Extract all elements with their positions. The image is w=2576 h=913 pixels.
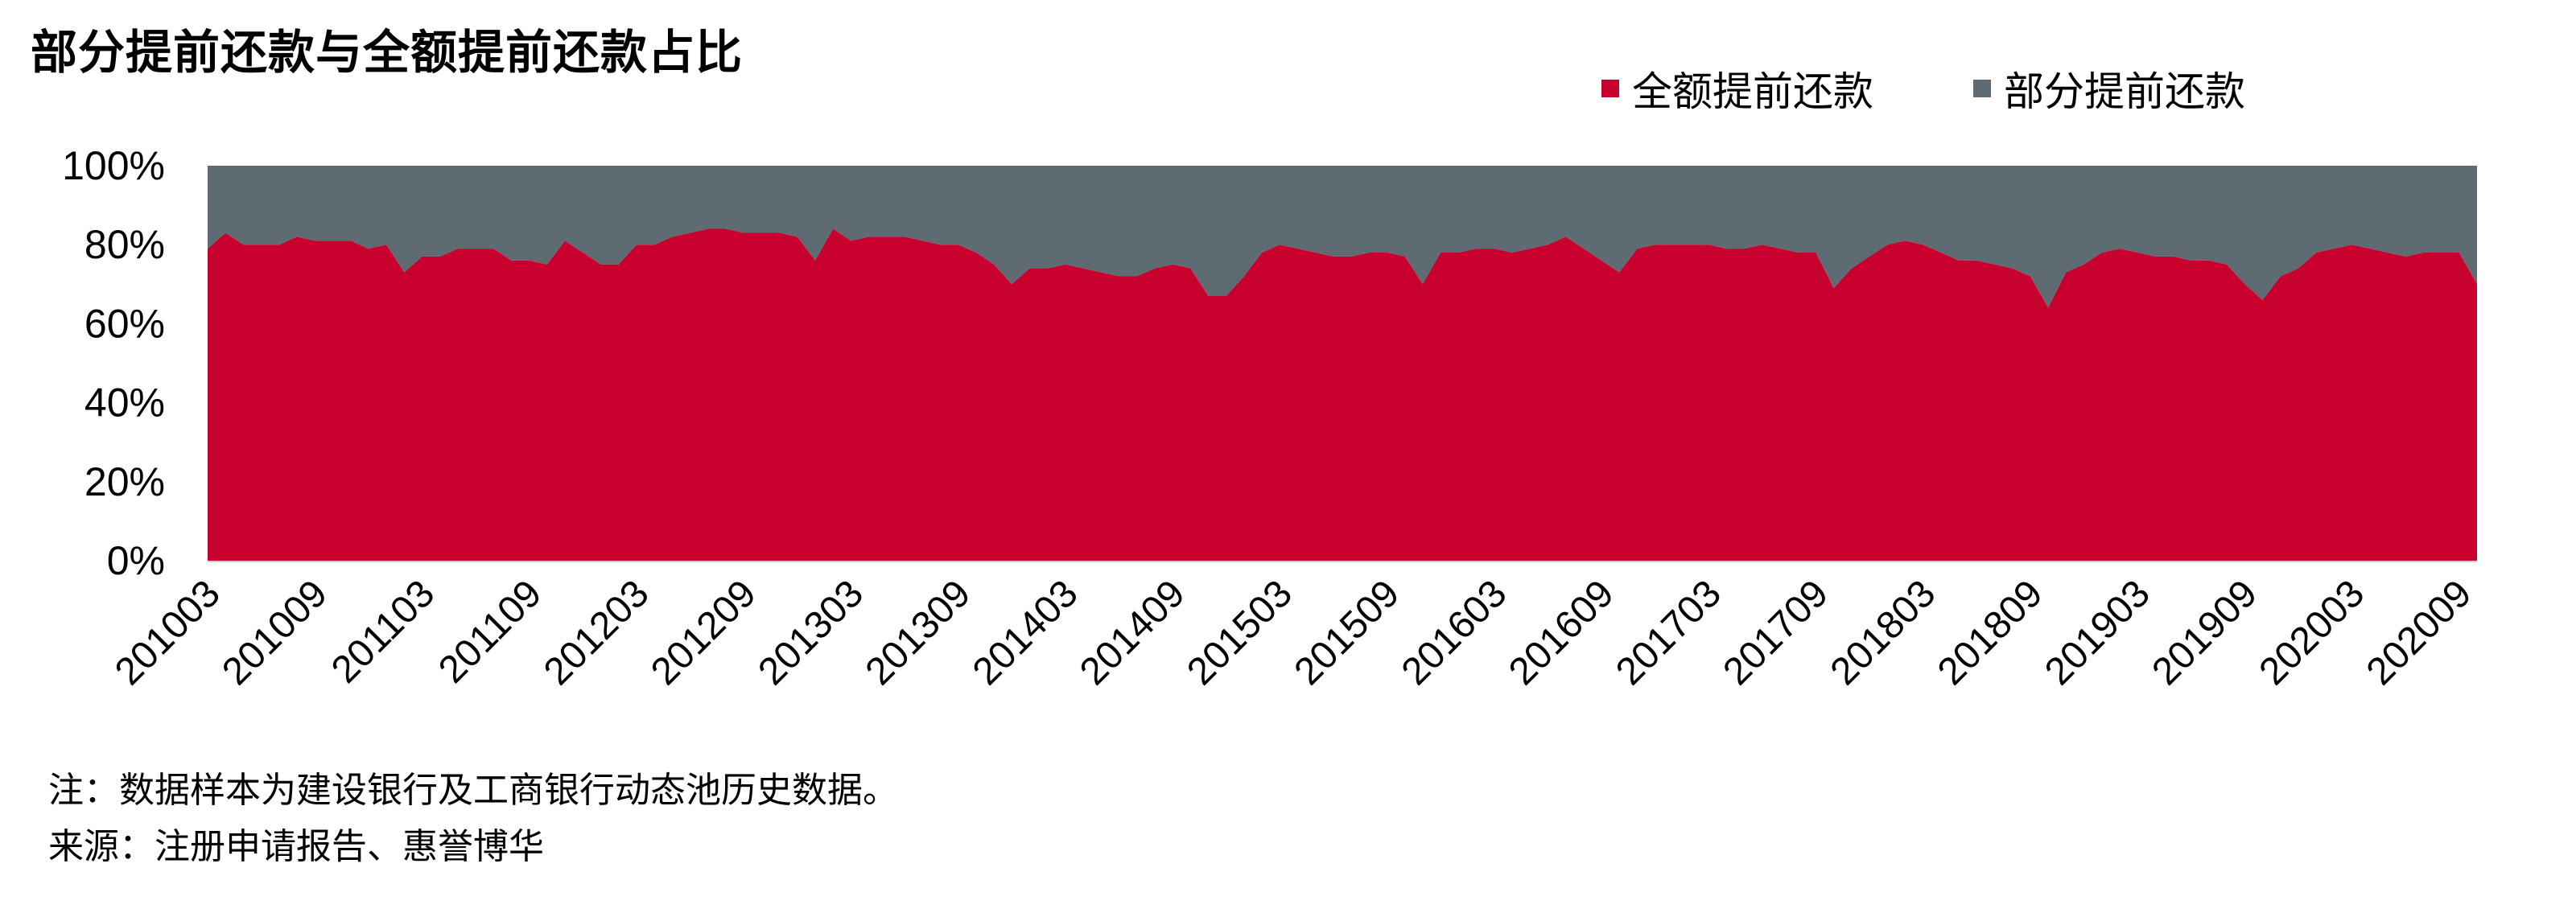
y-tick-label: 80% [84, 222, 165, 267]
x-tick-label: 201709 [1715, 572, 1836, 693]
x-tick-label: 201209 [643, 572, 765, 693]
x-tick-label: 201403 [965, 572, 1086, 693]
x-tick-label: 201903 [2037, 572, 2158, 693]
x-tick-label: 201509 [1287, 572, 1408, 693]
legend-swatch-full [1601, 80, 1619, 97]
series-area-full [208, 228, 2477, 561]
x-tick-label: 201603 [1394, 572, 1515, 693]
legend-item-full: 全额提前还款 [1601, 60, 1873, 117]
legend-label-full: 全额提前还款 [1632, 68, 1873, 115]
x-tick-label: 202003 [2252, 572, 2373, 693]
legend-label-partial: 部分提前还款 [2004, 68, 2245, 115]
x-tick-label: 201809 [1930, 572, 2051, 693]
x-tick-label: 201803 [1823, 572, 1944, 693]
x-tick-label: 201009 [214, 572, 336, 693]
y-tick-label: 20% [84, 459, 165, 504]
x-tick-label: 201909 [2144, 572, 2265, 693]
x-tick-label: 201203 [536, 572, 657, 693]
x-tick-label: 201103 [324, 572, 443, 691]
chart-source: 来源：注册申请报告、惠誉博华 [48, 826, 544, 867]
x-tick-label: 201309 [858, 572, 979, 693]
x-tick-label: 201109 [431, 572, 550, 691]
legend-swatch-partial [1973, 80, 1991, 97]
chart-legend: 全额提前还款 部分提前还款 [1601, 60, 2345, 117]
x-tick-label: 201409 [1072, 572, 1193, 693]
y-tick-label: 60% [84, 301, 165, 346]
y-tick-label: 40% [84, 380, 165, 426]
y-tick-label: 100% [62, 143, 165, 188]
chart-note: 注：数据样本为建设银行及工商银行动态池历史数据。 [48, 770, 898, 811]
legend-item-partial: 部分提前还款 [1973, 60, 2245, 117]
x-tick-label: 201003 [107, 572, 229, 693]
chart-title: 部分提前还款与全额提前还款占比 [31, 25, 744, 80]
x-tick-label: 202009 [2359, 572, 2480, 693]
series-area-partial [208, 166, 2477, 308]
x-tick-label: 201609 [1501, 572, 1622, 693]
y-tick-label: 0% [107, 538, 165, 583]
x-tick-label: 201503 [1179, 572, 1300, 693]
x-tick-label: 201703 [1608, 572, 1729, 693]
x-tick-label: 201303 [750, 572, 872, 693]
